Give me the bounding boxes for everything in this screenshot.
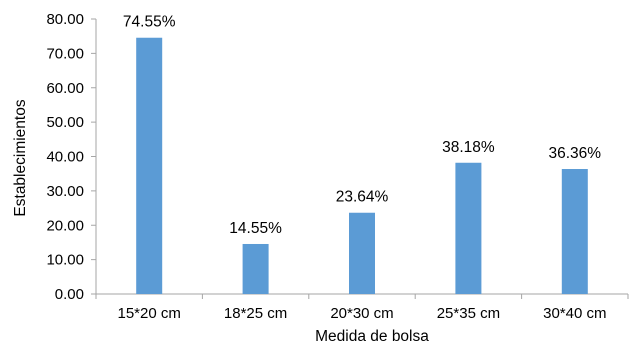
y-tick-label: 60.00: [46, 80, 84, 97]
y-axis-title: Establecimientos: [12, 99, 29, 216]
data-label: 38.18%: [442, 139, 495, 156]
data-label: 74.55%: [123, 14, 176, 31]
x-tick-label: 25*35 cm: [437, 305, 500, 322]
y-axis: 0.00 10.00 20.00 30.00 40.00 50.00 60.00 70.00 8…: [46, 11, 97, 303]
bar: [136, 37, 163, 294]
bar: [242, 243, 269, 294]
data-labels: 74.55% 14.55% 23.64% 38.18% 36.36%: [123, 14, 601, 237]
x-tick-label: 20*30 cm: [330, 305, 393, 322]
x-tick-label: 18*25 cm: [224, 305, 287, 322]
y-tick-label: 70.00: [46, 45, 84, 62]
bars: [136, 37, 588, 294]
data-label: 14.55%: [229, 220, 282, 237]
y-tick-label: 30.00: [46, 183, 84, 200]
x-axis-title: Medida de bolsa: [315, 328, 429, 345]
y-tick-label: 40.00: [46, 149, 84, 166]
y-tick-label: 80.00: [46, 11, 84, 28]
bar: [561, 169, 588, 294]
y-tick-label: 20.00: [46, 217, 84, 234]
x-tick-label: 15*20 cm: [118, 305, 181, 322]
data-label: 23.64%: [336, 189, 389, 206]
data-label: 36.36%: [549, 145, 602, 162]
x-tick-label: 30*40 cm: [543, 305, 606, 322]
y-tick-label: 10.00: [46, 252, 84, 269]
bar: [455, 162, 482, 294]
y-tick-label: 0.00: [55, 286, 84, 303]
x-axis: 15*20 cm 18*25 cm 20*30 cm 25*35 cm 30*40 cm: [95, 293, 629, 322]
y-tick-label: 50.00: [46, 114, 84, 131]
bar: [349, 212, 375, 294]
